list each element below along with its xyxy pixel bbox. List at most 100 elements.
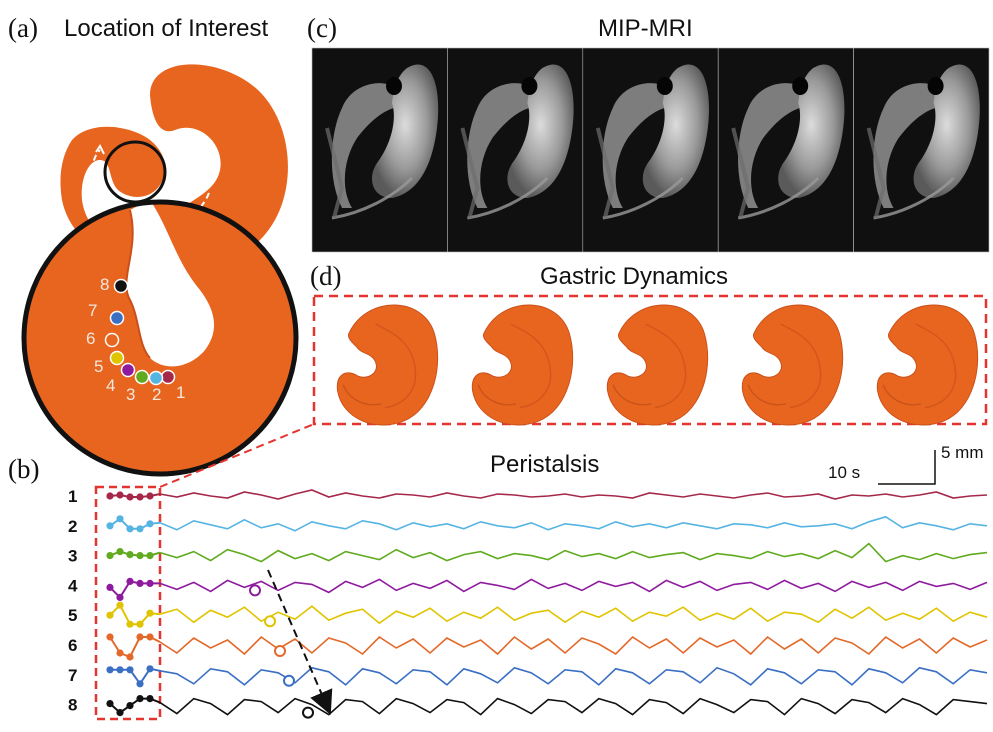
trace-point-4: [136, 579, 144, 588]
location-dot-3: [134, 369, 150, 385]
trace-point-2: [116, 515, 124, 523]
location-dot-5: [109, 350, 125, 366]
trace-point-1: [126, 493, 134, 501]
trace-line-1: [159, 489, 988, 500]
trace-point-3: [106, 552, 114, 560]
trace-point-6: [136, 633, 144, 641]
trough-marker-4: [249, 584, 261, 597]
dynamics-box: [312, 294, 988, 426]
trace-point-6: [116, 649, 124, 657]
scale-time-label: 10 s: [828, 463, 860, 482]
trace-line-8: [159, 697, 988, 716]
propagation-arrow: [267, 569, 333, 716]
trough-marker-7: [283, 674, 295, 687]
trace-point-1: [106, 492, 114, 500]
trace-point-5: [136, 620, 144, 628]
stomach-frame: [876, 304, 979, 426]
trace-point-5: [116, 601, 124, 609]
trace-point-6: [126, 653, 134, 661]
trace-line-3: [159, 542, 988, 563]
panel-b-title: Peristalsis: [490, 451, 599, 478]
trace-line-5: [159, 605, 988, 625]
location-label-3: 3: [126, 385, 135, 404]
trace-point-1: [146, 492, 154, 500]
location-dot-7: [109, 310, 125, 326]
location-label-8: 8: [100, 275, 109, 294]
mri-frame: [853, 47, 990, 253]
trace-point-3: [136, 552, 144, 560]
trace-line-4: [159, 578, 988, 594]
stomach-frame: [741, 304, 844, 426]
trace-point-4: [106, 583, 114, 592]
trace-point-1: [136, 493, 144, 501]
trace-point-7: [136, 680, 144, 688]
trace-point-8: [106, 700, 114, 708]
trace-point-5: [126, 620, 134, 628]
trace-point-8: [146, 695, 154, 703]
stomach-frame: [471, 304, 574, 426]
location-label-4: 4: [106, 376, 115, 395]
location-dot-8: [113, 278, 129, 294]
trace-point-8: [116, 709, 124, 717]
trace-point-3: [126, 551, 134, 559]
trace-point-2: [106, 522, 114, 530]
trough-marker-6: [274, 645, 286, 657]
stomach-frame: [336, 304, 439, 426]
trace-label-3: 3: [68, 547, 77, 566]
trace-point-2: [126, 525, 134, 533]
trace-point-1: [116, 491, 124, 499]
panel-b-label: (b): [8, 454, 39, 484]
location-dot-2: [148, 370, 164, 386]
location-label-5: 5: [94, 357, 103, 376]
connector-line: [159, 423, 315, 488]
panel-d-label: (d): [310, 261, 341, 291]
panel-c-label: (c): [307, 13, 337, 43]
trace-label-5: 5: [68, 606, 77, 625]
trace-point-8: [136, 695, 144, 703]
trace-label-1: 1: [68, 487, 77, 506]
panel-c-title: MIP-MRI: [598, 15, 693, 42]
location-label-7: 7: [88, 301, 97, 320]
trough-marker-5: [264, 615, 276, 628]
mri-frame: [447, 47, 584, 253]
location-dot-6: [104, 332, 120, 348]
location-label-2: 2: [152, 385, 161, 404]
stomach-frame: [606, 304, 709, 426]
panel-a-label: (a): [8, 13, 38, 43]
trace-label-2: 2: [68, 517, 77, 536]
trace-line-7: [159, 666, 988, 686]
trace-point-6: [146, 633, 154, 641]
location-label-1: 1: [176, 383, 185, 402]
trace-line-6: [159, 635, 988, 656]
trace-point-7: [126, 666, 134, 674]
location-label-6: 6: [86, 329, 95, 348]
scale-amplitude-label: 5 mm: [941, 443, 984, 462]
trace-point-4: [116, 593, 124, 602]
mri-frame: [717, 47, 854, 253]
trace-point-6: [106, 633, 114, 641]
trace-point-7: [116, 666, 124, 674]
trace-label-8: 8: [68, 696, 77, 715]
gastric-dynamics-frames: [336, 304, 979, 426]
location-dot-1: [160, 369, 176, 385]
trace-point-7: [106, 666, 114, 674]
trace-point-2: [146, 520, 154, 528]
trace-label-6: 6: [68, 636, 77, 655]
trace-point-5: [106, 611, 114, 619]
scale-bar: 10 s 5 mm: [828, 443, 984, 485]
trace-line-2: [159, 515, 988, 532]
trace-label-4: 4: [68, 576, 78, 595]
trough-marker-8: [302, 706, 314, 719]
location-dot-4: [120, 362, 136, 378]
panel-a-title: Location of Interest: [64, 15, 268, 42]
trace-point-8: [126, 702, 134, 710]
mri-frame: [582, 47, 719, 253]
trace-point-4: [146, 579, 154, 588]
trace-point-3: [146, 552, 154, 560]
trace-point-7: [146, 665, 154, 673]
trace-label-7: 7: [68, 666, 77, 685]
trace-point-5: [146, 609, 154, 617]
inset-dashed-box: [94, 485, 162, 721]
